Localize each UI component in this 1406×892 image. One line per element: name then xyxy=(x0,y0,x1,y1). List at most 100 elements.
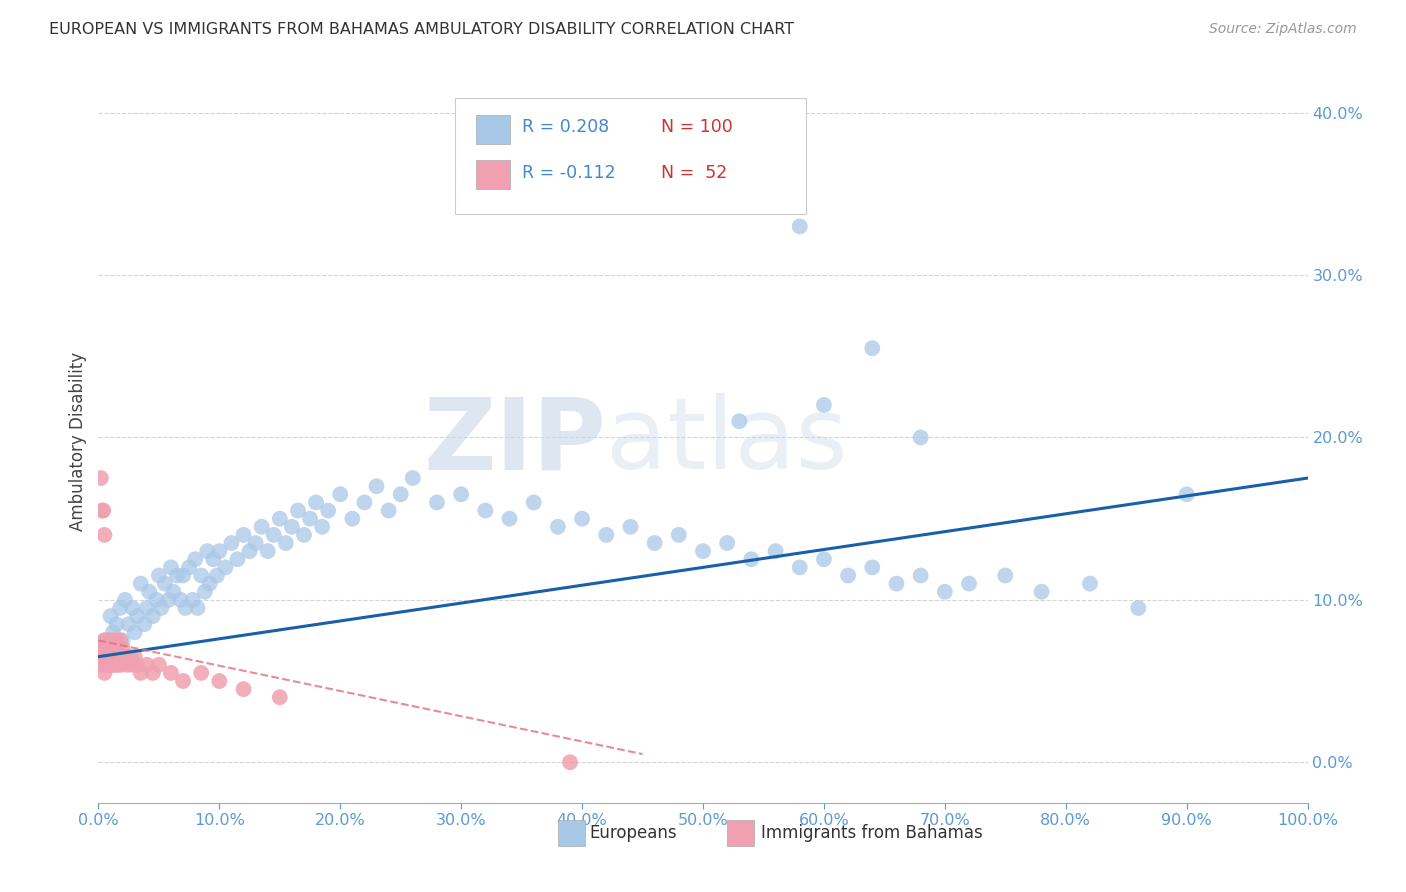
Point xyxy=(232,528,254,542)
Point xyxy=(263,528,285,542)
Point xyxy=(108,601,131,615)
Text: Immigrants from Bahamas: Immigrants from Bahamas xyxy=(761,824,983,842)
Point xyxy=(97,649,120,664)
Point xyxy=(104,657,127,672)
Point xyxy=(100,649,122,664)
Text: Source: ZipAtlas.com: Source: ZipAtlas.com xyxy=(1209,22,1357,37)
Point xyxy=(93,633,115,648)
Point xyxy=(316,503,339,517)
Point xyxy=(269,511,291,525)
Point xyxy=(281,520,304,534)
Text: R = -0.112: R = -0.112 xyxy=(522,164,616,182)
Point xyxy=(402,471,425,485)
Point xyxy=(135,601,157,615)
Point xyxy=(160,665,183,680)
Y-axis label: Ambulatory Disability: Ambulatory Disability xyxy=(69,352,87,531)
Point xyxy=(129,576,152,591)
Point xyxy=(353,495,375,509)
Point xyxy=(765,544,787,558)
Point xyxy=(329,487,352,501)
Point xyxy=(108,649,131,664)
Point xyxy=(94,657,117,672)
Point xyxy=(274,536,297,550)
Point xyxy=(91,649,114,664)
Point xyxy=(716,536,738,550)
Point xyxy=(105,649,128,664)
Point xyxy=(547,520,569,534)
Point xyxy=(1128,601,1150,615)
Point xyxy=(377,503,399,517)
Point xyxy=(174,601,197,615)
Point xyxy=(114,592,136,607)
Point xyxy=(160,560,183,574)
Text: EUROPEAN VS IMMIGRANTS FROM BAHAMAS AMBULATORY DISABILITY CORRELATION CHART: EUROPEAN VS IMMIGRANTS FROM BAHAMAS AMBU… xyxy=(49,22,794,37)
Point xyxy=(994,568,1017,582)
Point xyxy=(153,576,176,591)
Point xyxy=(523,495,546,509)
Point xyxy=(93,528,115,542)
Bar xyxy=(475,115,509,144)
Point xyxy=(789,560,811,574)
Point xyxy=(91,503,114,517)
Point xyxy=(142,609,165,624)
Point xyxy=(214,560,236,574)
Point xyxy=(100,609,122,624)
Point xyxy=(644,536,666,550)
Point xyxy=(98,649,121,664)
Point xyxy=(208,544,231,558)
Point xyxy=(101,641,124,656)
Point xyxy=(127,657,149,672)
Text: N =  52: N = 52 xyxy=(661,164,727,182)
Point xyxy=(93,665,115,680)
Point xyxy=(148,657,170,672)
Point xyxy=(789,219,811,234)
Point xyxy=(299,511,322,525)
Point xyxy=(205,568,228,582)
Point xyxy=(208,673,231,688)
Point xyxy=(292,528,315,542)
Point xyxy=(157,592,180,607)
Point xyxy=(474,503,496,517)
Point xyxy=(813,552,835,566)
Point xyxy=(150,601,173,615)
Point xyxy=(124,625,146,640)
Point xyxy=(558,755,581,769)
Point xyxy=(668,528,690,542)
Text: N = 100: N = 100 xyxy=(661,119,733,136)
Text: ZIP: ZIP xyxy=(423,393,606,490)
Point xyxy=(886,576,908,591)
Point xyxy=(910,568,932,582)
Point xyxy=(100,657,122,672)
Point xyxy=(111,641,134,656)
Point xyxy=(619,520,641,534)
Bar xyxy=(475,160,509,189)
Point xyxy=(110,657,132,672)
Point xyxy=(172,673,194,688)
Point xyxy=(179,560,201,574)
FancyBboxPatch shape xyxy=(456,98,806,214)
Point xyxy=(103,649,125,664)
Point xyxy=(121,657,143,672)
Point xyxy=(104,641,127,656)
Point xyxy=(190,568,212,582)
Point xyxy=(716,195,738,210)
Text: R = 0.208: R = 0.208 xyxy=(522,119,609,136)
Point xyxy=(366,479,388,493)
Point xyxy=(957,576,980,591)
Point xyxy=(105,617,128,632)
Point xyxy=(166,568,188,582)
Point xyxy=(389,487,412,501)
Point xyxy=(105,633,128,648)
Point xyxy=(595,528,617,542)
Point xyxy=(101,657,124,672)
Point xyxy=(172,568,194,582)
Point xyxy=(740,552,762,566)
Point xyxy=(117,657,139,672)
Point xyxy=(135,657,157,672)
Point xyxy=(127,609,149,624)
Point xyxy=(221,536,243,550)
Point xyxy=(181,592,204,607)
Point xyxy=(98,633,121,648)
Point xyxy=(256,544,278,558)
Point xyxy=(250,520,273,534)
